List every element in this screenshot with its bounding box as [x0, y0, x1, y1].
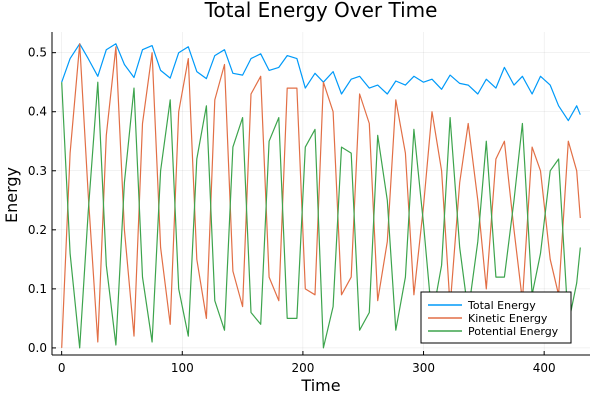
chart-title: Total Energy Over Time	[204, 0, 438, 22]
series-line-kinetic-energy	[61, 43, 581, 348]
x-tick-label: 400	[533, 361, 556, 375]
series-line-potential-energy	[61, 81, 581, 349]
x-tick-label: 200	[291, 361, 314, 375]
y-axis-label: Energy	[2, 167, 21, 223]
x-tick-label: 0	[58, 361, 66, 375]
y-tick-label: 0.3	[28, 164, 47, 178]
axes	[51, 32, 590, 356]
y-tick-label: 0.4	[28, 105, 47, 119]
legend-label: Potential Energy	[468, 325, 559, 338]
tick-labels: 0 100 200 300 400 0.0 0.1 0.2 0.3 0.4 0.5	[28, 46, 556, 375]
legend-label: Total Energy	[467, 299, 536, 312]
y-tick-label: 0.1	[28, 282, 47, 296]
y-tick-label: 0.2	[28, 223, 47, 237]
y-tick-label: 0.0	[28, 341, 47, 355]
x-tick-label: 300	[412, 361, 435, 375]
legend-label: Kinetic Energy	[468, 312, 548, 325]
x-axis-label: Time	[300, 376, 340, 395]
series-lines	[61, 43, 581, 349]
x-tick-label: 100	[171, 361, 194, 375]
y-tick-label: 0.5	[28, 46, 47, 60]
